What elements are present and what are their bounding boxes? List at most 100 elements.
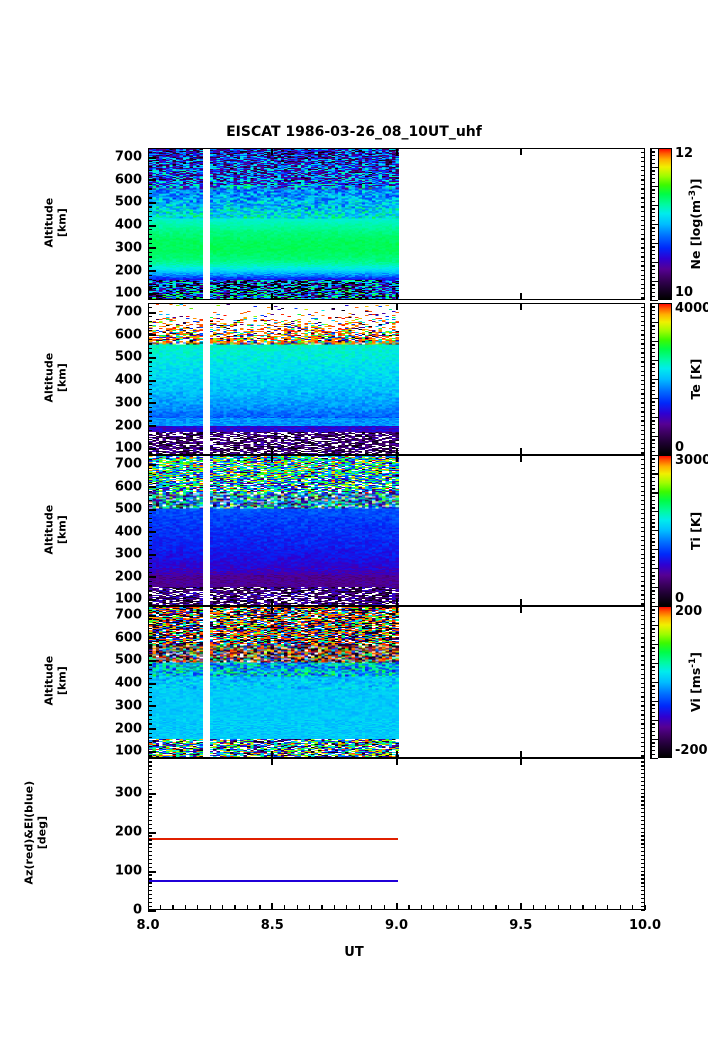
x-tick-minor	[532, 905, 534, 910]
y-tick-minor	[641, 443, 645, 445]
y-tick-minor	[148, 526, 152, 528]
y-axis-label-line2: [deg]	[35, 816, 48, 850]
y-tick-minor	[148, 580, 152, 582]
y-tick-minor	[641, 728, 645, 730]
y-tick-minor	[148, 211, 152, 213]
y-tick-minor	[148, 379, 152, 381]
y-tick-minor	[148, 576, 152, 578]
y-tick-minor	[641, 594, 645, 596]
y-tick-minor	[641, 831, 645, 833]
y-tick-minor	[641, 406, 645, 409]
x-tick-minor	[520, 905, 522, 910]
colorbar-tick	[650, 609, 655, 611]
panel-ti	[148, 455, 645, 606]
y-tick-minor	[641, 215, 645, 217]
x-tick-label: 9.0	[384, 918, 409, 933]
y-axis-label-ti: Altitude [km]	[42, 479, 68, 579]
colorbar-tick	[650, 291, 655, 294]
y-tick-minor	[148, 614, 152, 616]
y-tick-major	[148, 356, 156, 359]
x-tick-minor	[159, 905, 162, 910]
y-tick-minor	[641, 901, 645, 903]
y-tick-minor	[641, 270, 645, 272]
colorbar-tick	[650, 246, 655, 248]
y-tick-minor	[148, 297, 152, 299]
y-tick-label: 300	[114, 240, 142, 256]
colorbar-tick	[650, 530, 658, 532]
y-tick-major	[148, 792, 156, 795]
colorbar-tick	[650, 647, 655, 649]
y-tick-major	[148, 447, 156, 450]
colorbar-tick	[650, 313, 655, 316]
y-tick-minor	[641, 691, 645, 693]
colorbar-tick	[650, 162, 655, 164]
y-tick-minor	[148, 366, 152, 368]
x-tick-minor	[482, 905, 485, 910]
heatmap-ti	[149, 456, 399, 605]
colorbar-tick	[650, 757, 658, 759]
x-tick-minor	[644, 905, 646, 910]
y-tick-minor	[148, 384, 152, 386]
x-tick-major	[395, 599, 398, 606]
colorbar-tick	[650, 462, 655, 464]
x-tick-minor	[333, 905, 336, 910]
colorbar-tick	[650, 727, 655, 729]
y-tick-minor	[148, 540, 152, 542]
y-tick-minor	[641, 425, 645, 427]
x-tick-minor	[433, 905, 435, 910]
y-tick-minor	[148, 302, 152, 304]
colorbar-tick	[650, 696, 655, 698]
y-tick-minor	[148, 147, 152, 149]
y-tick-minor	[148, 215, 152, 217]
y-tick-minor	[148, 890, 152, 892]
colorbar-axis-spine	[650, 455, 652, 606]
y-tick-minor	[641, 334, 645, 336]
colorbar-tick	[650, 673, 655, 676]
y-tick-minor	[641, 338, 645, 341]
colorbar-axis-spine	[650, 303, 652, 455]
y-tick-minor	[641, 307, 645, 309]
y-tick-label: 200	[114, 569, 142, 585]
y-tick-minor	[641, 544, 645, 546]
colorbar-label-ti: Ti [K]	[688, 511, 703, 550]
x-axis-title: UT	[344, 945, 364, 960]
y-tick-minor	[641, 179, 645, 181]
y-axis-label-vi: Altitude [km]	[42, 631, 68, 731]
y-tick-minor	[641, 429, 645, 431]
colorbar-tick	[650, 571, 655, 573]
y-tick-minor	[148, 265, 152, 267]
y-tick-minor	[641, 526, 645, 528]
colorbar-tick	[650, 635, 655, 638]
x-tick-minor	[259, 905, 261, 910]
y-tick-minor	[148, 769, 152, 771]
y-tick-minor	[148, 170, 152, 172]
colorbar-tick	[650, 488, 655, 490]
y-tick-minor	[148, 788, 152, 790]
colorbar-tick	[650, 605, 658, 607]
y-tick-minor	[148, 714, 152, 716]
colorbar-tick	[650, 170, 655, 172]
y-tick-minor	[641, 513, 645, 515]
colorbar-tick	[650, 412, 655, 414]
heatmap-te	[149, 304, 399, 454]
y-tick-label: 500	[114, 349, 142, 365]
x-tick-minor	[408, 905, 410, 910]
colorbar-tick	[650, 374, 655, 376]
colorbar-tick	[650, 477, 655, 479]
y-tick-minor	[641, 890, 645, 892]
y-tick-minor	[148, 678, 152, 680]
colorbar-tick	[650, 408, 655, 411]
colorbar-tick	[650, 746, 655, 748]
x-tick-major	[395, 606, 398, 613]
y-tick-minor	[641, 823, 645, 826]
y-tick-label: 100	[114, 591, 142, 607]
x-tick-major	[395, 758, 398, 765]
y-tick-minor	[641, 700, 645, 703]
y-tick-minor	[148, 755, 152, 757]
y-tick-minor	[641, 874, 645, 876]
y-tick-major	[148, 705, 156, 708]
y-tick-minor	[148, 544, 152, 546]
y-tick-minor	[641, 379, 645, 381]
colorbar-tick	[650, 219, 655, 221]
colorbar-tick	[650, 378, 658, 380]
